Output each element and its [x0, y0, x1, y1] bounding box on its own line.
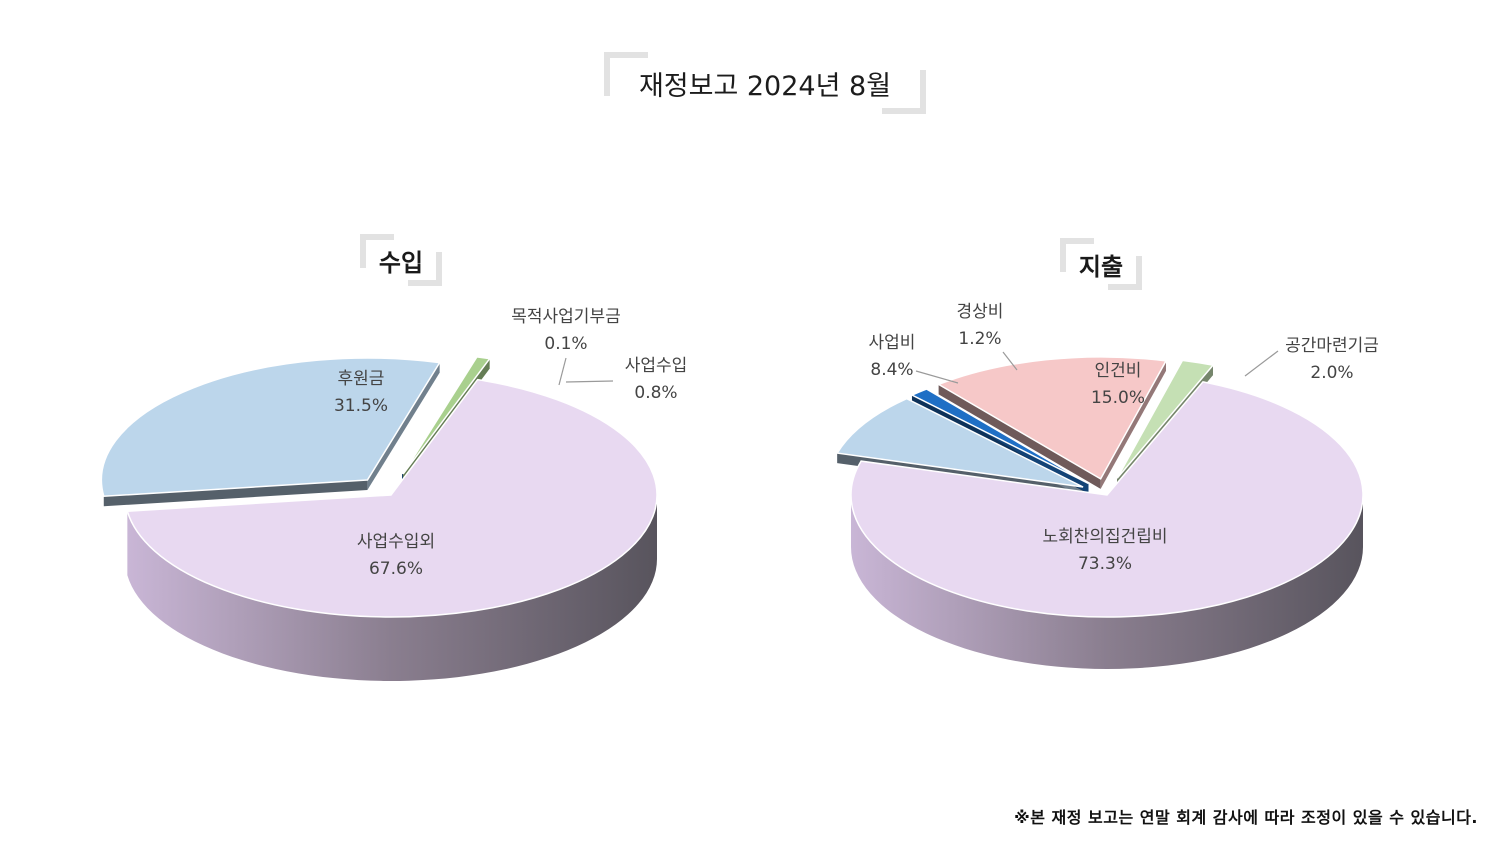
- leader-line: [565, 380, 614, 383]
- expense-pie: 노회찬의집건립비 73.3% 사업비 8.4% 경상비 1.2% 인건비 15.0% 공간마련기…: [835, 302, 1379, 669]
- pie-slice: [401, 355, 478, 475]
- report-title: 재정보고 2024년 8월: [638, 70, 892, 102]
- leader-line: [1244, 350, 1279, 377]
- slice-value-label: 8.4%: [870, 360, 913, 380]
- slice-label: 사업수입: [625, 356, 688, 376]
- leader-line: [915, 370, 959, 384]
- slice-label: 목적사업기부금: [511, 307, 620, 327]
- pie-slice: [910, 388, 1089, 485]
- pie-slice: [835, 397, 1084, 488]
- slice-value-label: 0.8%: [634, 383, 677, 403]
- expense-corner-decoration: [1108, 256, 1142, 290]
- slice-label: 후원금: [338, 369, 385, 389]
- pie-slice: [100, 357, 441, 498]
- income-title-frame: 수입: [360, 234, 442, 286]
- pie-side-wall: [127, 495, 658, 682]
- pie-slice-edge: [367, 362, 440, 491]
- report-title-frame: 재정보고 2024년 8월: [604, 52, 926, 114]
- title-corner-decoration: [604, 52, 648, 96]
- slice-label: 경상비: [957, 302, 1004, 322]
- slice-value-label: 2.0%: [1310, 363, 1353, 383]
- income-pie: 사업수입외 67.6% 후원금 31.5% 목적사업기부금 0.1% 사업수입 0.8%: [100, 307, 688, 682]
- income-corner-decoration: [408, 252, 442, 286]
- pie-slice: [1116, 359, 1215, 479]
- slice-label: 인건비: [1095, 361, 1142, 381]
- slice-value-label: 15.0%: [1091, 388, 1145, 408]
- pie-slice: [936, 356, 1168, 480]
- slice-value-label: 31.5%: [334, 396, 388, 416]
- leader-line: [1002, 351, 1018, 371]
- income-chart-title: 수입: [378, 248, 424, 277]
- pie-slice: [126, 378, 658, 618]
- pie-side-wall: [851, 495, 1363, 669]
- pie-slice-edge: [1100, 360, 1167, 489]
- slice-label: 노회찬의집건립비: [1042, 527, 1167, 547]
- pie-slice-edge: [938, 384, 1101, 489]
- slice-value-label: 0.1%: [544, 334, 587, 354]
- footnote: ※본 재정 보고는 연말 회계 감사에 따라 조정이 있을 수 있습니다.: [1014, 808, 1478, 827]
- slice-value-label: 67.6%: [369, 559, 423, 579]
- slice-label: 공간마련기금: [1285, 336, 1379, 356]
- slice-value-label: 1.2%: [958, 329, 1001, 349]
- expense-corner-decoration: [1060, 238, 1094, 272]
- title-corner-decoration: [882, 70, 926, 114]
- pie-slice-edge: [103, 480, 368, 507]
- income-corner-decoration: [360, 234, 394, 268]
- expense-title-frame: 지출: [1060, 238, 1142, 290]
- expense-chart-title: 지출: [1078, 252, 1124, 281]
- pie-slice: [402, 356, 492, 475]
- leader-line: [558, 357, 567, 386]
- slice-label: 사업수입외: [357, 532, 435, 552]
- slice-value-label: 73.3%: [1078, 554, 1132, 574]
- pie-slice: [850, 381, 1364, 618]
- slice-label: 사업비: [869, 333, 916, 353]
